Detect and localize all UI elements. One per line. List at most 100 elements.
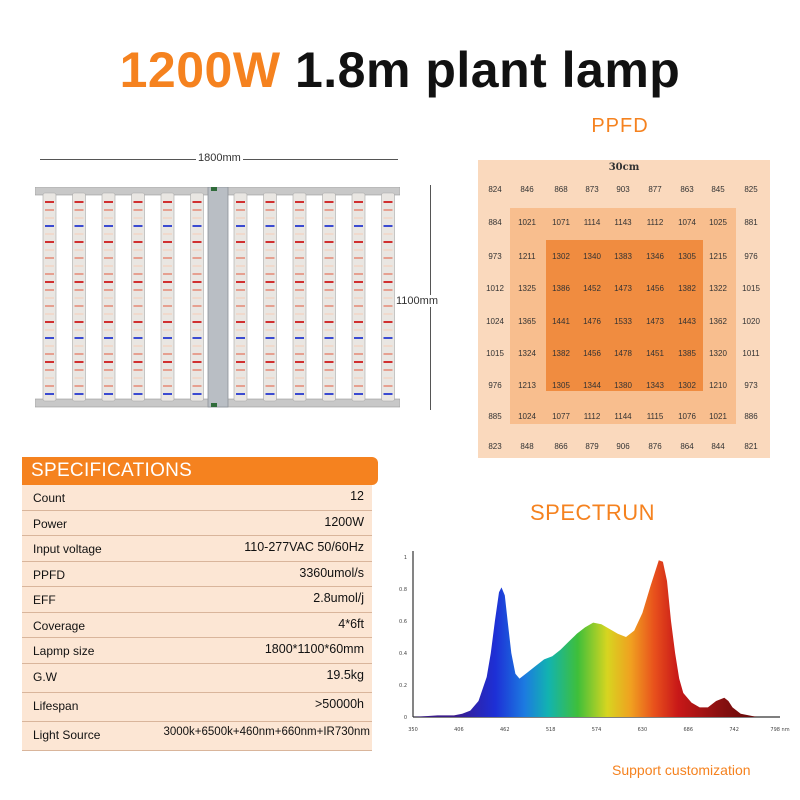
width-label: 1800mm [196,152,243,164]
ppfd-value: 976 [744,252,758,261]
ppfd-value: 1476 [583,317,601,326]
ppfd-value: 846 [520,185,534,194]
spec-key: Light Source [33,727,101,742]
ppfd-value: 881 [744,218,758,227]
ppfd-value: 1112 [583,412,601,421]
y-tick-label: 0 [404,715,407,721]
x-tick-label: 462 [500,727,510,733]
lamp-drawing: 1800mm 1100mm [30,145,460,420]
ppfd-value: 1473 [646,317,664,326]
y-tick-label: 1 [404,555,407,561]
ppfd-value: 1114 [583,218,601,227]
ppfd-value: 1443 [678,317,696,326]
ppfd-value: 1473 [614,284,632,293]
ppfd-value: 876 [648,442,662,451]
spec-key: Input voltage [33,542,102,556]
ppfd-map: 30cm 824 846 868 873 903 877 863 845 825 884 1021 1… [478,160,770,458]
ppfd-value: 1533 [614,317,632,326]
ppfd-distance-label: 30cm [608,162,640,173]
lamp-light-bar [233,192,248,402]
ppfd-value: 1210 [709,381,727,390]
lamp-light-bar [351,192,366,402]
ppfd-value: 1021 [518,218,536,227]
ppfd-value: 879 [585,442,599,451]
ppfd-value: 1215 [709,252,727,261]
ppfd-value: 1346 [646,252,664,261]
ppfd-value: 1074 [678,218,696,227]
y-tick-label: 0.6 [399,619,407,625]
ppfd-value: 1324 [518,349,536,358]
x-tick-label: 574 [592,727,602,733]
ppfd-value: 877 [648,185,662,194]
ppfd-value: 1302 [552,252,570,261]
ppfd-value: 1343 [646,381,664,390]
ppfd-value: 1340 [583,252,601,261]
lamp-light-bar [101,192,116,402]
spec-key: Lapmp size [33,644,95,658]
ppfd-value: 1143 [614,218,632,227]
ppfd-value: 1382 [678,284,696,293]
ppfd-value: 845 [711,185,725,194]
ppfd-value: 868 [554,185,568,194]
ppfd-value: 885 [488,412,502,421]
ppfd-value: 1386 [552,284,570,293]
ppfd-value: 1451 [646,349,664,358]
support-customization-text: Support customization [612,762,751,778]
spec-value: 110-277VAC 50/60Hz [244,540,364,554]
lamp-connector [211,403,217,407]
ppfd-value: 886 [744,412,758,421]
ppfd-value: 906 [616,442,630,451]
ppfd-value: 1015 [486,349,504,358]
ppfd-value: 1071 [552,218,570,227]
ppfd-value: 903 [616,185,630,194]
spec-key: Lifespan [33,698,79,713]
y-tick-label: 0.2 [399,683,407,689]
spec-key: Count [33,491,66,505]
spec-row: Input voltage 110-277VAC 50/60Hz [22,536,372,562]
ppfd-value: 864 [680,442,694,451]
ppfd-value: 866 [554,442,568,451]
ppfd-value: 1305 [678,252,696,261]
title-text: 1.8m plant lamp [294,42,681,98]
spec-key: Coverage [33,618,86,633]
x-tick-label: 350 [408,727,418,733]
lamp-light-bar [160,192,175,402]
spec-value: 4*6ft [338,616,364,631]
spec-value: 1800*1100*60mm [264,642,364,656]
ppfd-value: 1325 [518,284,536,293]
ppfd-value: 823 [488,442,502,451]
spec-row: Lifespan >50000h [22,692,372,722]
ppfd-value: 1322 [709,284,727,293]
ppfd-value: 1380 [614,381,632,390]
spectrum-chart: 0 0.2 0.4 0.6 0.8 1 350 406 462 518 574 630 686 742 79… [395,545,795,740]
spec-row: PPFD 3360umol/s [22,561,372,587]
ppfd-value: 1024 [486,317,504,326]
x-tick-label: 406 [454,727,464,733]
ppfd-value: 1344 [583,381,601,390]
ppfd-value: 1024 [518,412,536,421]
ppfd-value: 1365 [518,317,536,326]
x-tick-label: 742 [729,727,739,733]
page-title: 1200W 1.8m plant lamp [0,40,800,100]
spec-value: 3000k+6500k+460nm+660nm+IR730nm [163,725,370,738]
lamp-image [34,186,401,409]
spec-key: G.W [33,669,57,684]
ppfd-value: 1012 [486,284,504,293]
x-tick-label: 630 [638,727,648,733]
ppfd-value: 1213 [518,381,536,390]
spec-value: 2.8umol/j [313,591,364,605]
spec-row: G.W 19.5kg [22,663,372,693]
lamp-light-bar [131,192,145,402]
spec-row: EFF 2.8umol/j [22,587,372,613]
spec-value: 19.5kg [326,667,364,682]
ppfd-value: 1112 [646,218,664,227]
ppfd-value: 1020 [742,317,760,326]
ppfd-value: 824 [488,185,502,194]
ppfd-value: 1456 [583,349,601,358]
ppfd-value: 973 [488,252,502,261]
spec-value: 3360umol/s [299,565,364,580]
title-power: 1200W [119,42,281,98]
ppfd-value: 1076 [678,412,696,421]
ppfd-value: 844 [711,442,725,451]
ppfd-value: 1383 [614,252,632,261]
